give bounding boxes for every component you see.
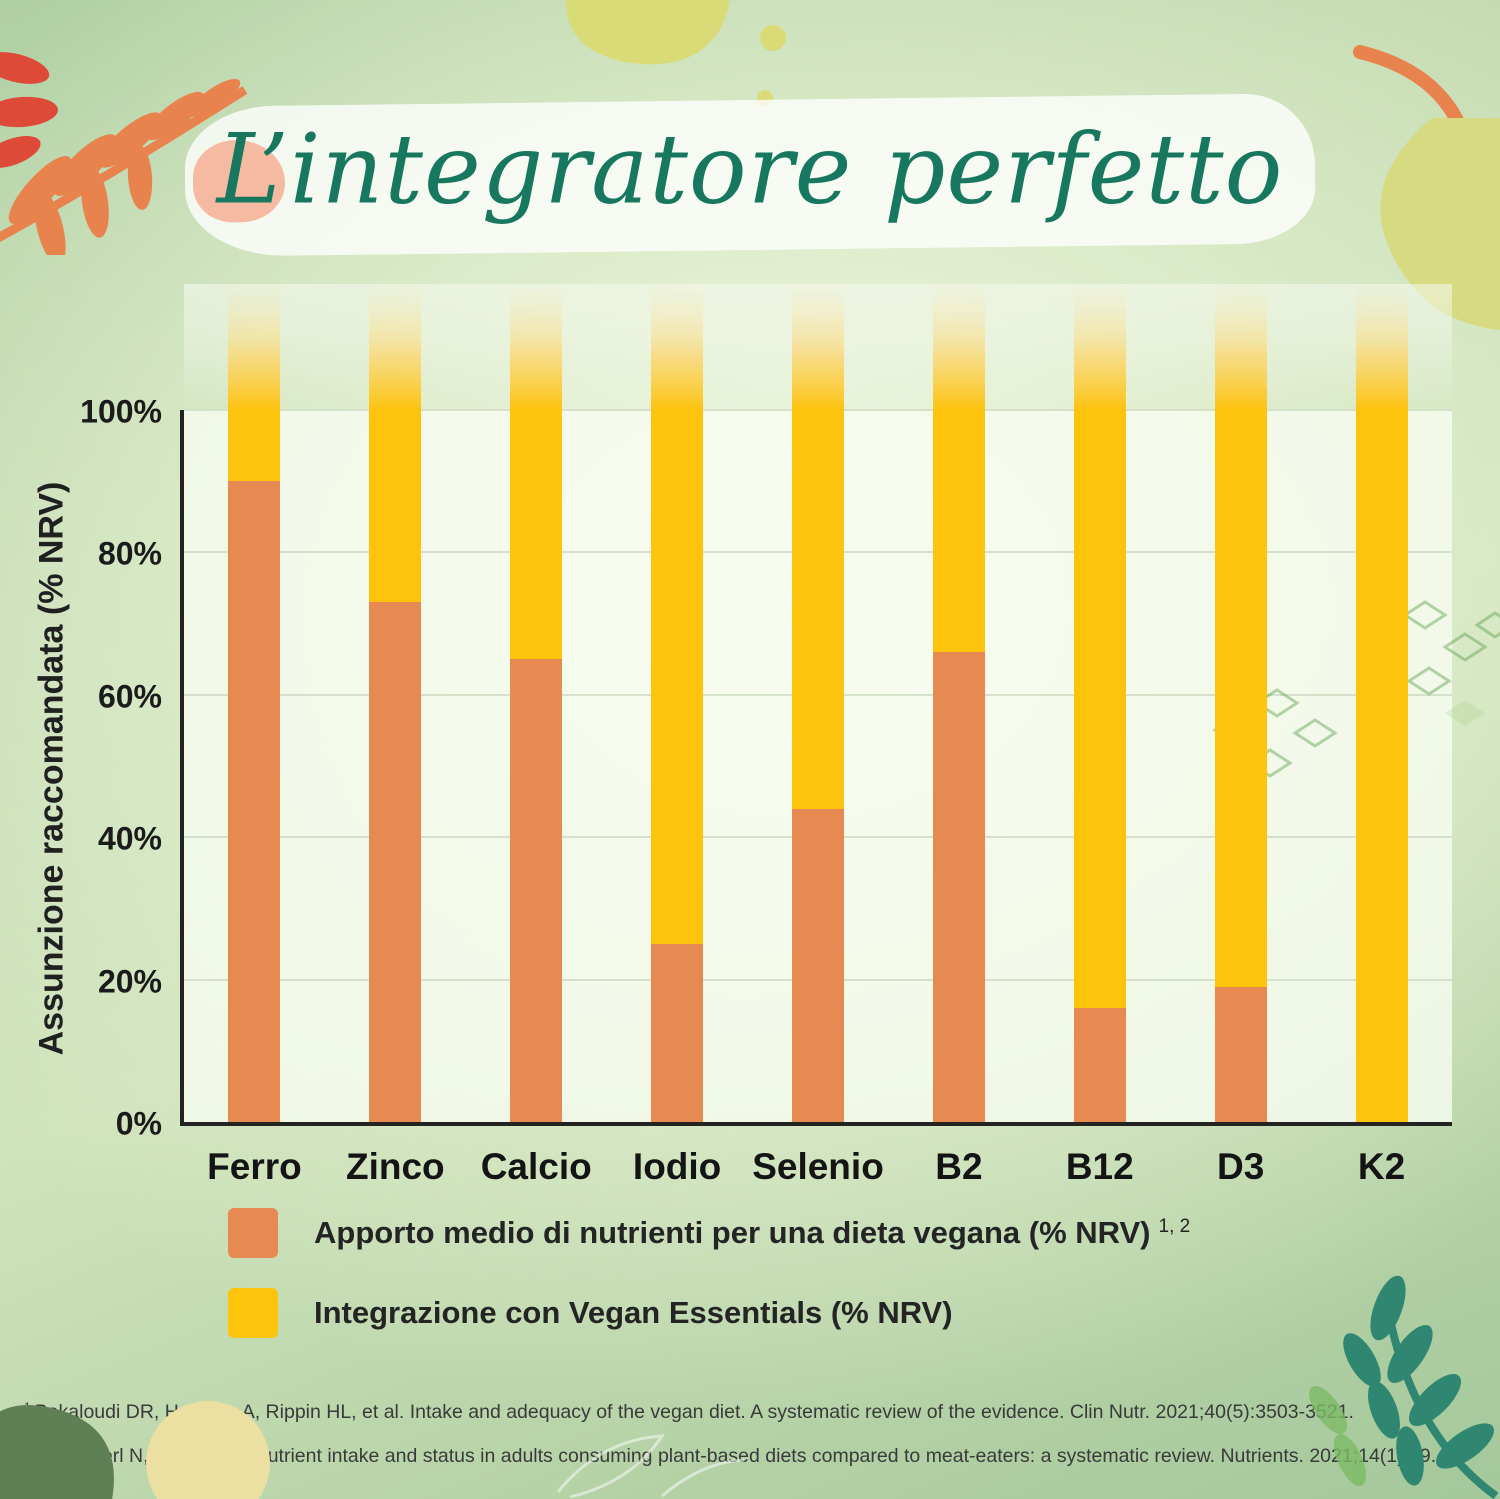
legend-swatch-orange xyxy=(228,1208,278,1258)
bar-segment-vegan-intake xyxy=(369,602,422,1122)
bar-d3 xyxy=(1214,282,1267,1122)
bar-segment-supplement xyxy=(510,410,563,660)
bar-segment-vegan-intake xyxy=(1214,986,1267,1122)
legend-label-supplement: Integrazione con Vegan Essentials (% NRV… xyxy=(314,1295,953,1330)
footnote-1: 1 Bakaloudi DR, Halloran A, Rippin HL, et… xyxy=(24,1399,1354,1424)
x-label-d3: D3 xyxy=(1217,1146,1265,1187)
bar-b12 xyxy=(1073,282,1126,1122)
x-axis-labels: Ferro Zinco Calcio Iodio Selenio B2 B12 D3 K2 xyxy=(184,1146,1452,1196)
x-label-calcio: Calcio xyxy=(480,1146,592,1187)
bar-segment-supplement xyxy=(651,410,704,944)
gridline-100 xyxy=(184,409,1452,411)
bars-layer xyxy=(184,282,1452,1122)
bar-iodio xyxy=(651,282,704,1122)
decorative-leaves-corner-top-left-icon xyxy=(0,52,58,168)
x-label-selenio: Selenio xyxy=(752,1146,884,1187)
bar-segment-vegan-intake xyxy=(792,808,844,1122)
bar-calcio xyxy=(510,282,563,1122)
page-title: L’integratore perfetto xyxy=(216,113,1284,226)
y-tick-100: 100% xyxy=(80,393,162,430)
bar-segment-supplement xyxy=(228,410,281,482)
decorative-arc-top-right-icon xyxy=(1353,45,1480,219)
bar-segment-supplement xyxy=(1214,410,1267,987)
bar-segment-supplement xyxy=(369,410,422,603)
bar-segment-vegan-intake xyxy=(510,659,563,1122)
legend-label-vegan-diet: Apporto medio di nutrienti per una dieta… xyxy=(314,1215,1191,1250)
bar-segment-supplement xyxy=(1355,410,1408,1122)
bar-segment-vegan-intake xyxy=(651,944,704,1122)
bar-segment-supplement xyxy=(932,410,985,653)
x-label-iodio: Iodio xyxy=(632,1146,722,1187)
x-label-b12: B12 xyxy=(1065,1146,1134,1187)
bar-ferro xyxy=(228,282,281,1122)
bar-segment-vegan-intake xyxy=(1073,1008,1126,1122)
bar-segment-vegan-intake xyxy=(228,481,281,1122)
chart-legend: Apporto medio di nutrienti per una dieta… xyxy=(228,1208,1190,1338)
bar-segment-supplement xyxy=(1073,410,1126,1009)
y-tick-0: 0% xyxy=(115,1105,162,1142)
bars-fade-band xyxy=(184,284,1452,410)
legend-item-vegan-diet: Apporto medio di nutrienti per una dieta… xyxy=(228,1208,1190,1258)
y-tick-20: 20% xyxy=(97,963,162,1000)
y-tick-80: 80% xyxy=(97,535,162,572)
bar-b2 xyxy=(932,282,985,1122)
x-label-k2: K2 xyxy=(1357,1146,1406,1187)
x-label-b2: B2 xyxy=(935,1146,983,1187)
bar-zinco xyxy=(369,282,422,1122)
bar-segment-supplement xyxy=(792,410,844,809)
bar-selenio xyxy=(792,282,844,1122)
legend-superscript: 1, 2 xyxy=(1158,1215,1191,1237)
footnote-2: 2 Neufingerl N, Eilander A. Nutrient inta… xyxy=(24,1443,1437,1468)
footnotes: 1 Bakaloudi DR, Halloran A, Rippin HL, et… xyxy=(24,1391,1484,1479)
y-tick-40: 40% xyxy=(97,820,162,857)
y-tick-60: 60% xyxy=(97,678,162,715)
x-label-zinco: Zinco xyxy=(345,1146,445,1187)
bar-k2 xyxy=(1355,282,1408,1122)
title-block: L’integratore perfetto xyxy=(184,93,1316,257)
legend-item-supplement: Integrazione con Vegan Essentials (% NRV… xyxy=(228,1288,1190,1338)
y-axis-title: Assunzione raccomandata (% NRV) xyxy=(26,410,78,1126)
x-label-ferro: Ferro xyxy=(207,1146,302,1187)
y-axis-title-text: Assunzione raccomandata (% NRV) xyxy=(32,481,71,1055)
legend-swatch-yellow xyxy=(228,1288,278,1338)
y-axis-ticks: 0% 20% 40% 60% 80% 100% xyxy=(0,394,170,1142)
bar-segment-vegan-intake xyxy=(932,652,985,1122)
